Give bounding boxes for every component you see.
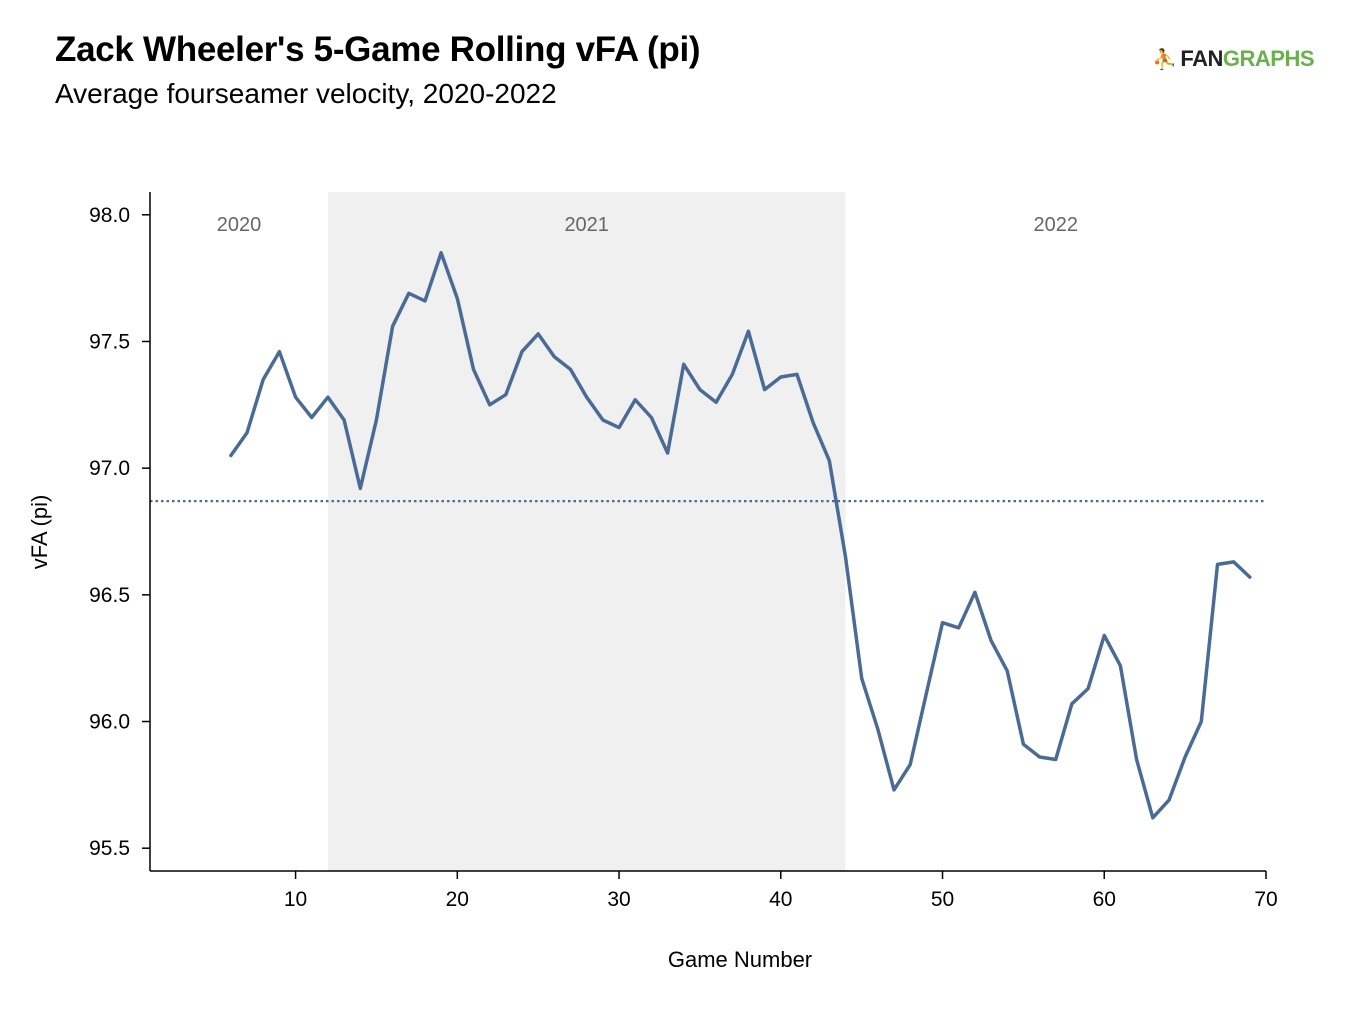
region-label-2021: 2021	[564, 214, 609, 236]
x-tick-label: 60	[1093, 888, 1116, 911]
x-tick-label: 70	[1254, 888, 1277, 911]
chart-subtitle: Average fourseamer velocity, 2020-2022	[55, 78, 557, 109]
x-tick-label: 50	[931, 888, 954, 911]
series-line-0	[229, 251, 1252, 820]
region-label-2020: 2020	[217, 214, 262, 236]
chart-title: Zack Wheeler's 5-Game Rolling vFA (pi)	[55, 30, 701, 69]
y-tick-label: 96.5	[89, 584, 130, 607]
x-tick-label: 20	[446, 888, 469, 911]
axes-group: 10 20 30 40 50 60 70 95.5 96.0 96.5 97.0 97.5 98.0	[89, 192, 1278, 911]
x-tick-label: 10	[284, 888, 307, 911]
region-label-2022: 2022	[1033, 214, 1078, 236]
y-axis-label: vFA (pi)	[27, 495, 52, 570]
year-regions: 2020 2021 2022	[217, 192, 1078, 871]
y-tick-label: 96.0	[89, 711, 130, 734]
x-tick-label: 40	[769, 888, 792, 911]
series-group	[229, 251, 1252, 820]
y-tick-label: 98.0	[89, 204, 130, 227]
y-tick-label: 97.0	[89, 457, 130, 480]
y-tick-label: 95.5	[89, 837, 130, 860]
fangraphs-logo[interactable]: ⛹ FANGRAPHS	[1152, 46, 1315, 72]
logo-text-graphs: GRAPHS	[1222, 46, 1315, 71]
y-tick-label: 97.5	[89, 330, 130, 353]
x-axis-label: Game Number	[668, 947, 812, 972]
region-shade-2021	[327, 192, 846, 871]
fangraphs-logo-icon: ⛹	[1152, 49, 1177, 71]
x-tick-label: 30	[607, 888, 630, 911]
logo-text-fan: FAN	[1180, 46, 1223, 71]
